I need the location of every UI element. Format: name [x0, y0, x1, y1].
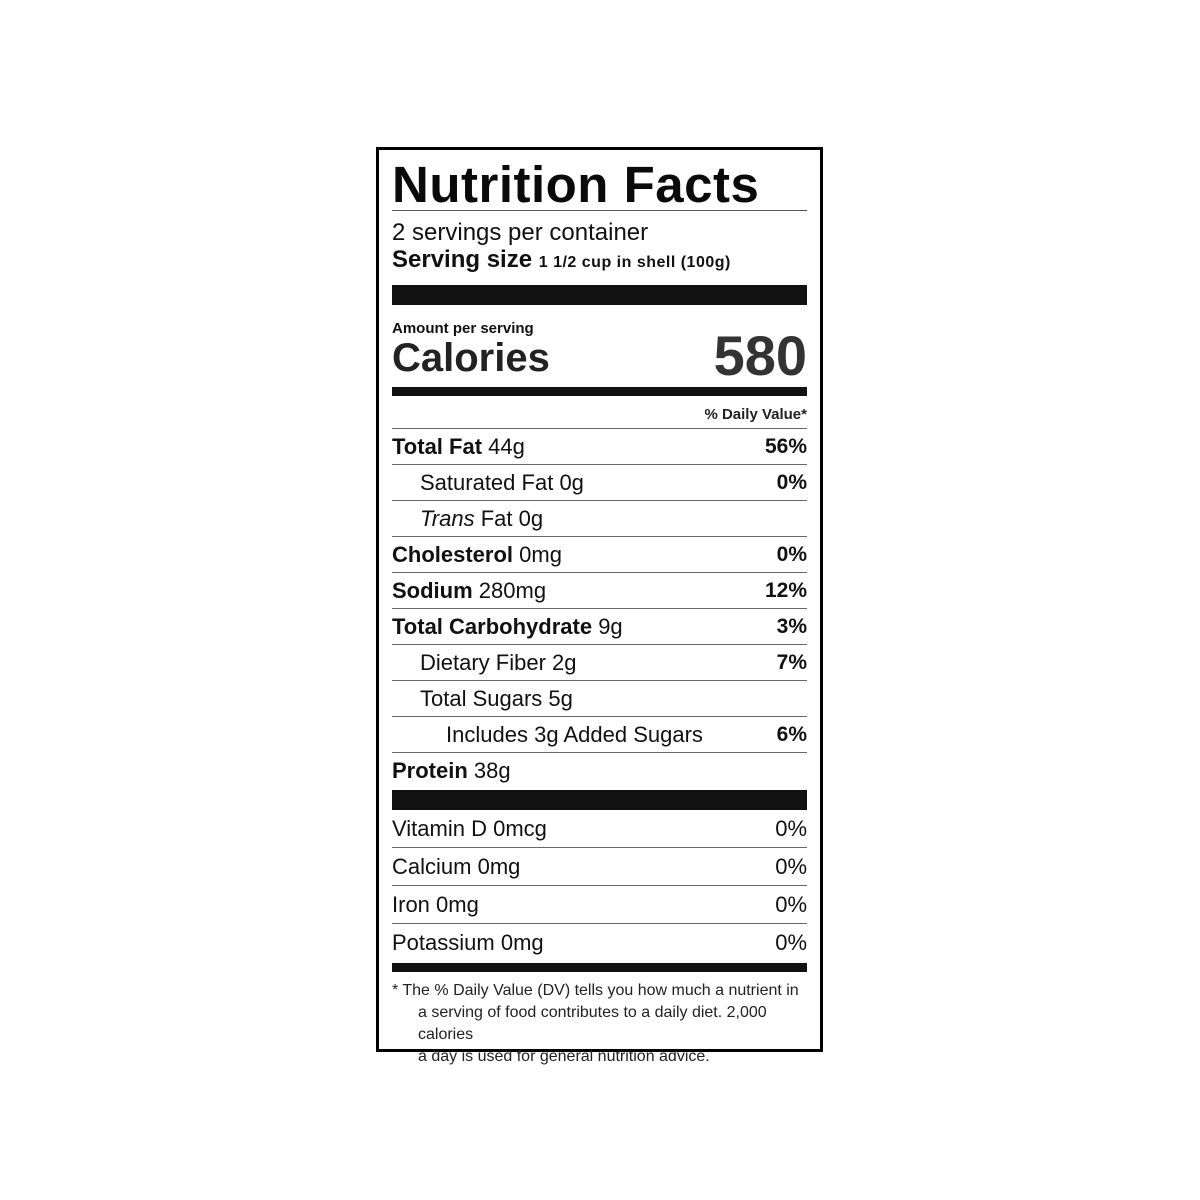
nutrient-row-total-carbohydrate: Total Carbohydrate 9g 3% [392, 608, 807, 644]
vitamin-row-vitamin-d: Vitamin D 0mcg 0% [392, 815, 807, 841]
daily-value-header: % Daily Value* [704, 406, 807, 423]
vitamin-row-potassium: Potassium 0mg 0% [392, 923, 807, 961]
footnote-line: a serving of food contributes to a daily… [418, 1004, 767, 1043]
nutrient-row-trans-fat: Trans Fat 0g [392, 500, 807, 536]
nutrient-row-total-fat: Total Fat 44g 56% [392, 428, 807, 464]
calories-label: Calories [392, 336, 550, 380]
vitamins-section: Vitamin D 0mcg 0% Calcium 0mg 0% Iron 0mg 0… [392, 810, 807, 961]
calories-value: 580 [713, 324, 807, 387]
serving-size-value: 1 1/2 cup in shell (100g) [538, 254, 731, 271]
nutrient-row-total-sugars: Total Sugars 5g [392, 680, 807, 716]
vitamin-row-calcium: Calcium 0mg 0% [392, 847, 807, 885]
footnote-line: a day is used for general nutrition advi… [418, 1048, 710, 1065]
divider [392, 210, 807, 211]
serving-size-label: Serving size [392, 246, 533, 273]
medium-divider [392, 387, 807, 396]
nutrient-row-dietary-fiber: Dietary Fiber 2g 7% [392, 644, 807, 680]
thick-divider [392, 285, 807, 305]
vitamin-row-iron: Iron 0mg 0% [392, 885, 807, 923]
calories-row: Calories 580 [392, 328, 807, 384]
medium-divider [392, 963, 807, 972]
nutrient-row-saturated-fat: Saturated Fat 0g 0% [392, 464, 807, 500]
footnote-line: * The % Daily Value (DV) tells you how m… [392, 982, 799, 999]
footnote: * The % Daily Value (DV) tells you how m… [392, 980, 807, 1068]
label-title: Nutrition Facts [392, 156, 760, 213]
nutrient-row-added-sugars: Includes 3g Added Sugars 6% [392, 716, 807, 752]
nutrition-facts-label: Nutrition Facts 2 servings per container… [376, 147, 823, 1065]
thick-divider [392, 790, 807, 810]
nutrient-row-protein: Protein 38g [392, 752, 807, 788]
serving-size: Serving size 1 1/2 cup in shell (100g) [392, 246, 807, 277]
nutrient-row-cholesterol: Cholesterol 0mg 0% [392, 536, 807, 572]
nutrient-row-sodium: Sodium 280mg 12% [392, 572, 807, 608]
servings-per-container: 2 servings per container [392, 219, 649, 246]
amount-per-serving: Amount per serving [392, 320, 534, 337]
